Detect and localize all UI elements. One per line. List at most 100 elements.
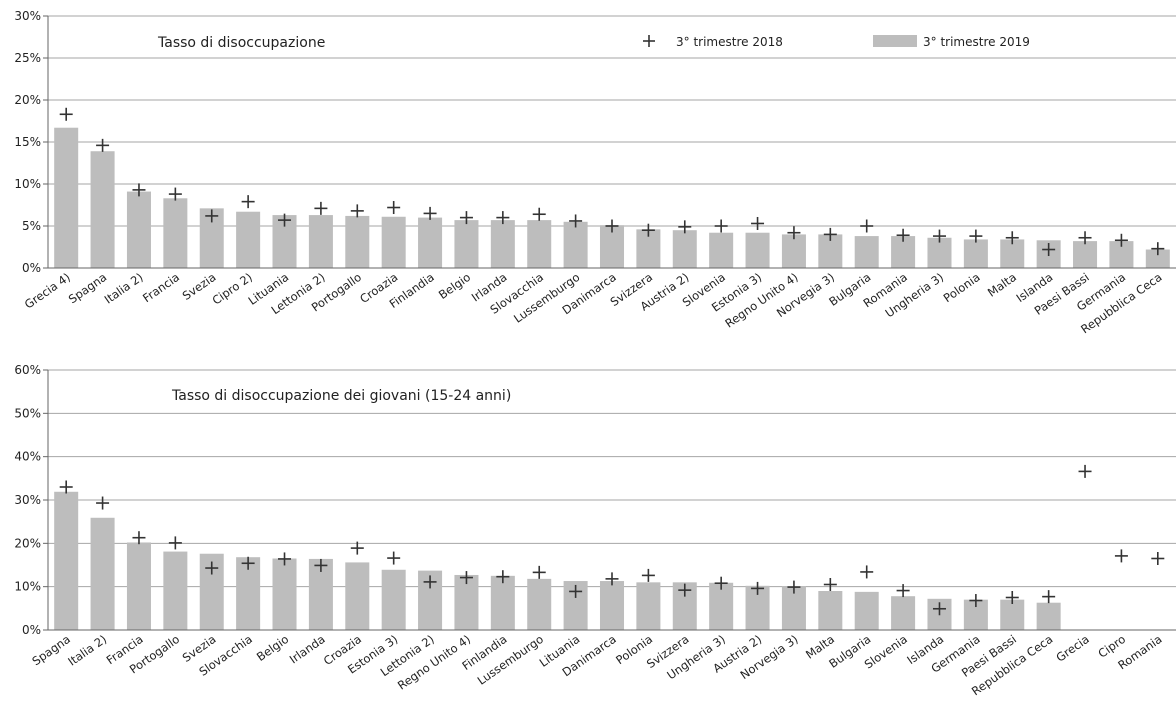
- bar: [818, 591, 843, 630]
- data-marks: [54, 464, 1165, 630]
- marker-point: [1042, 243, 1056, 257]
- marker-point: [641, 223, 655, 237]
- marker-point: [932, 602, 946, 616]
- bar: [927, 237, 952, 268]
- marker-point: [314, 201, 328, 215]
- marker-point: [678, 583, 692, 597]
- bar: [527, 220, 552, 268]
- bar: [345, 215, 370, 268]
- bar: [745, 232, 770, 268]
- bar: [126, 542, 151, 630]
- marker-point: [787, 226, 801, 240]
- bar: [490, 220, 515, 268]
- data-marks: [54, 107, 1170, 268]
- legend: 3° trimestre 2018 3° trimestre 2019: [643, 35, 1030, 49]
- marker-point: [532, 207, 546, 221]
- marker-point: [459, 571, 473, 585]
- y-tick-label: 50%: [14, 406, 41, 420]
- marker-point: [496, 570, 510, 584]
- bar: [454, 220, 479, 268]
- bar: [563, 221, 588, 268]
- bar: [709, 582, 734, 630]
- bar: [163, 551, 188, 630]
- y-tick-label: 5%: [22, 219, 41, 233]
- marker-point: [605, 219, 619, 233]
- x-tick-label: Grecia 4): [22, 270, 73, 312]
- bar: [345, 562, 370, 630]
- x-tick-label: Spagna: [29, 632, 72, 668]
- marker-point: [860, 219, 874, 233]
- bar: [781, 234, 806, 268]
- marker-point: [532, 565, 546, 579]
- y-axis: 0% 5% 10% 15% 20% 25% 30%: [14, 9, 49, 275]
- marker-point: [605, 572, 619, 586]
- marker-point: [387, 551, 401, 565]
- bar: [1073, 241, 1098, 268]
- marker-point: [423, 575, 437, 589]
- marker-point: [350, 204, 364, 218]
- bar: [272, 558, 297, 630]
- bar: [1000, 599, 1025, 630]
- x-tick-label: Italia 2): [65, 632, 109, 669]
- bar: [90, 151, 115, 268]
- bar: [236, 211, 261, 268]
- marker-point: [168, 536, 182, 550]
- youth-unemployment-panel: Tasso di disoccupazione dei giovani (15-…: [14, 363, 1176, 698]
- marker-point: [969, 229, 983, 243]
- x-tick-label: Belgio: [436, 270, 473, 302]
- x-tick-label: Francia: [140, 270, 182, 305]
- marker-point: [896, 584, 910, 598]
- y-tick-label: 10%: [14, 580, 41, 594]
- marker-point: [1151, 552, 1165, 565]
- marker-point: [1005, 231, 1019, 245]
- legend-label-2018: 3° trimestre 2018: [676, 35, 783, 49]
- x-tick-label: Italia 2): [102, 270, 146, 307]
- bar: [709, 232, 734, 268]
- marker-point: [896, 228, 910, 242]
- bar: [308, 215, 333, 268]
- bar: [90, 517, 115, 630]
- marker-point: [569, 214, 583, 228]
- marker-point: [751, 216, 765, 230]
- bar: [672, 230, 697, 268]
- marker-point: [168, 187, 182, 201]
- x-tick-label: Polonia: [941, 270, 983, 305]
- marker-point: [205, 209, 219, 223]
- marker-point: [823, 227, 837, 241]
- x-tick-label: Spagna: [66, 270, 109, 306]
- y-axis: 0% 10% 20% 30% 40% 50% 60%: [14, 363, 49, 637]
- marker-point: [714, 219, 728, 233]
- bar: [454, 574, 479, 630]
- bar: [1145, 249, 1170, 268]
- marker-point: [96, 496, 110, 510]
- bar: [54, 491, 79, 630]
- marker-point: [1151, 242, 1165, 256]
- marker-point: [314, 558, 328, 572]
- marker-point: [59, 480, 73, 494]
- marker-point: [569, 584, 583, 598]
- bar: [163, 198, 188, 268]
- marker-point: [641, 568, 655, 582]
- marker-point: [1114, 233, 1128, 247]
- y-tick-label: 10%: [14, 177, 41, 191]
- bar: [126, 191, 151, 268]
- marker-point: [423, 206, 437, 220]
- marker-point: [278, 552, 292, 566]
- bar: [854, 236, 879, 268]
- y-tick-label: 15%: [14, 135, 41, 149]
- marker-point: [932, 229, 946, 243]
- bar: [527, 578, 552, 630]
- y-tick-label: 40%: [14, 450, 41, 464]
- bar: [381, 569, 406, 630]
- marker-point: [1042, 590, 1056, 604]
- marker-point: [714, 576, 728, 590]
- legend-marker-icon: [643, 35, 655, 47]
- chart-title: Tasso di disoccupazione: [157, 35, 325, 51]
- marker-point: [969, 594, 983, 608]
- bar: [636, 582, 661, 630]
- bar: [418, 217, 443, 268]
